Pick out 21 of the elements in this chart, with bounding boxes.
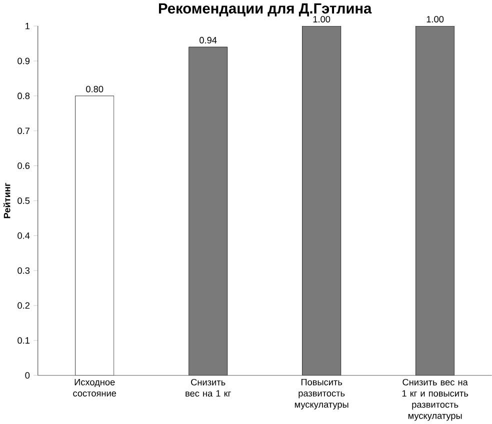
y-tick-label: 0.8 xyxy=(18,92,30,100)
y-tick-label: 0.6 xyxy=(18,162,30,169)
y-tick-label: 0 xyxy=(25,372,30,379)
x-tick-label: Снизить вес на 1 кг xyxy=(186,378,231,397)
x-tick-label: Повысить развитость мускулатуры xyxy=(294,378,348,410)
data-label: 1.00 xyxy=(426,16,444,22)
y-tick-label: 0.2 xyxy=(18,302,30,309)
x-tick-label: Исходное состояние xyxy=(73,378,116,396)
y-axis-title: Рейтинг xyxy=(3,182,10,218)
y-tick-label: 1 xyxy=(26,22,30,30)
data-label: 0.80 xyxy=(86,86,104,92)
chart-title: Рекомендации для Д.Гэтлина xyxy=(158,3,372,16)
y-tick-label: 0.4 xyxy=(18,232,30,239)
y-tick-label: 0.3 xyxy=(18,267,30,274)
y-tick-label: 0.5 xyxy=(18,197,30,204)
x-tick-label: Снизить вес на 1 кг и повысить развитость мускулатуры xyxy=(402,378,468,421)
y-tick-label: 0.7 xyxy=(18,128,30,134)
y-tick-label: 0.1 xyxy=(18,337,30,344)
data-label: 1.00 xyxy=(313,16,330,22)
data-label: 0.94 xyxy=(200,36,217,44)
y-tick-label: 0.9 xyxy=(18,58,30,64)
